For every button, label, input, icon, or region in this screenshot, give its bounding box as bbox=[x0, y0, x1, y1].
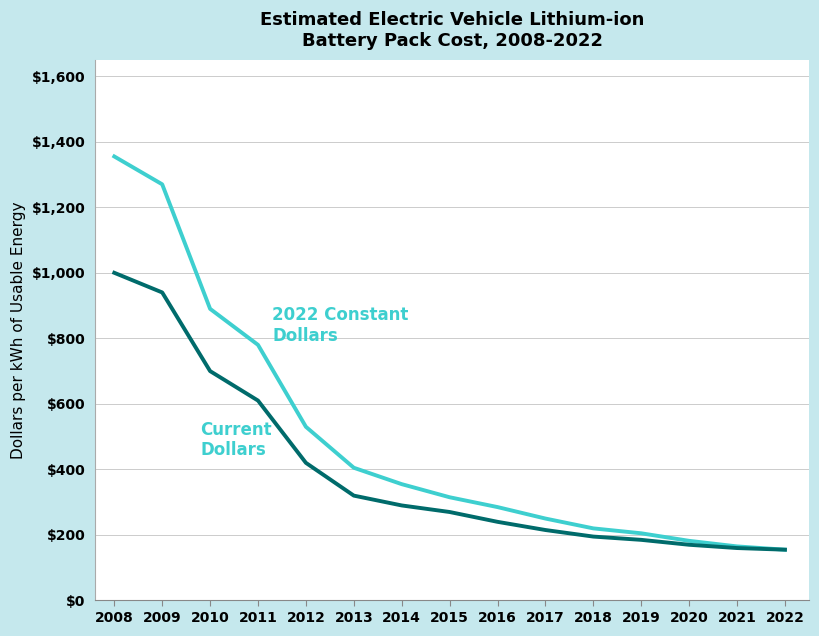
Text: Current
Dollars: Current Dollars bbox=[201, 420, 272, 459]
Text: 2022 Constant
Dollars: 2022 Constant Dollars bbox=[272, 306, 408, 345]
Title: Estimated Electric Vehicle Lithium-ion
Battery Pack Cost, 2008-2022: Estimated Electric Vehicle Lithium-ion B… bbox=[260, 11, 644, 50]
Y-axis label: Dollars per kWh of Usable Energy: Dollars per kWh of Usable Energy bbox=[11, 202, 26, 459]
